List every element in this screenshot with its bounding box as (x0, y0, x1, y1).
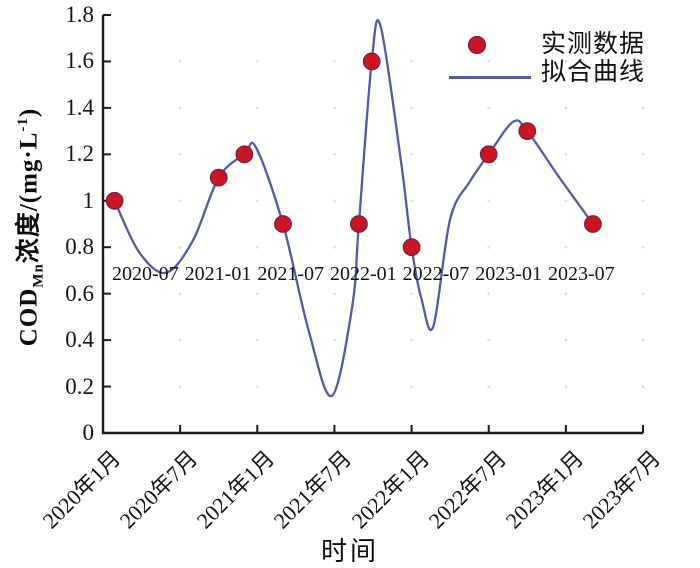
y-axis-title-main: COD (15, 287, 43, 347)
grid-dot (410, 199, 413, 203)
grid-dot (333, 245, 336, 249)
grid-dot (641, 60, 645, 63)
data-point (105, 191, 124, 210)
y-axis-title-subscript: Mn (30, 263, 47, 288)
grid-dot (487, 338, 491, 342)
grid-dot (564, 152, 568, 156)
grid-dot (410, 152, 413, 156)
data-point (402, 238, 421, 257)
grid-dot (641, 152, 645, 156)
grid-dot (641, 292, 645, 296)
grid-dot (333, 338, 336, 342)
grid-dot (410, 60, 413, 63)
grid-dot (178, 292, 182, 296)
y-tick-label: 1.8 (65, 2, 94, 27)
grid-dot (487, 245, 491, 249)
grid-dot (178, 152, 182, 156)
data-point (479, 145, 498, 164)
grid-dot (255, 245, 259, 249)
grid-dot (564, 60, 568, 63)
legend-scatter-marker-icon (468, 36, 486, 54)
y-axis-title-superscript: -1 (15, 117, 32, 132)
grid-dot (178, 106, 182, 110)
grid-dot (333, 60, 336, 63)
grid-dot (178, 199, 182, 203)
legend: 实测数据 拟合曲线 (440, 30, 670, 95)
grid-dot (178, 245, 182, 249)
grid-dot (333, 292, 336, 296)
data-point (349, 215, 368, 233)
grid-dot (487, 292, 491, 296)
grid-dot (410, 338, 413, 342)
grid-dot (255, 60, 259, 63)
x-axis-title: 时间 (321, 537, 380, 566)
grid-dot (487, 385, 491, 388)
y-tick-label: 0 (82, 420, 95, 445)
grid-dot (333, 385, 336, 388)
data-point (518, 122, 537, 141)
grid-dot (255, 199, 259, 203)
y-tick-label: 0.8 (65, 234, 94, 259)
grid-dot (410, 385, 413, 388)
grid-dot (255, 385, 259, 388)
grid-dot (333, 106, 336, 110)
grid-dot (641, 245, 645, 249)
y-tick-label: 1 (82, 188, 95, 213)
y-tick-label: 1.6 (65, 48, 94, 73)
grid-dot (255, 106, 259, 110)
grid-dot (487, 199, 491, 203)
inner-axis-labels: 2020-07 2021-01 2021-07 2022-01 2022-07 … (112, 263, 615, 285)
data-point (274, 215, 292, 233)
fitted-curve (113, 19, 595, 397)
grid-dot (410, 106, 413, 110)
grid-dot (564, 292, 568, 296)
y-tick-label: 0.6 (65, 281, 94, 306)
grid-dot (178, 60, 182, 63)
grid-dot (255, 292, 259, 296)
y-tick-label: 0.4 (65, 327, 94, 352)
y-axis-title-close: ) (15, 107, 43, 118)
grid-dot (255, 338, 259, 342)
grid-dot (641, 385, 645, 388)
legend-label-fitted: 拟合曲线 (541, 59, 646, 86)
y-tick-label: 1.4 (65, 95, 94, 120)
legend-line-sample-icon (449, 76, 531, 79)
grid-dot (333, 199, 336, 203)
grid-dot (641, 106, 645, 110)
y-tick-label: 1.2 (65, 141, 94, 166)
grid-dot (487, 106, 491, 110)
grid-dot (178, 338, 182, 342)
grid-dot (564, 199, 568, 203)
grid-dot (564, 338, 568, 342)
data-point (362, 52, 381, 71)
grid-dot (564, 245, 568, 249)
y-tick-label: 0.2 (65, 374, 94, 399)
grid-dot (487, 60, 491, 63)
grid-dot (178, 385, 182, 388)
grid-dot (410, 292, 413, 296)
grid-dot (564, 106, 568, 110)
data-point (584, 215, 602, 233)
y-axis-title-unit: 浓度/(mg·L (15, 131, 43, 264)
grid-dot (641, 338, 645, 342)
grid-dot (641, 199, 645, 203)
y-axis-title: CODMn浓度/(mg·L-1) (9, 108, 48, 347)
data-point (235, 145, 254, 164)
data-point (209, 168, 228, 187)
legend-label-measured: 实测数据 (541, 31, 646, 58)
grid-dot (333, 152, 336, 156)
grid-dot (564, 385, 568, 388)
